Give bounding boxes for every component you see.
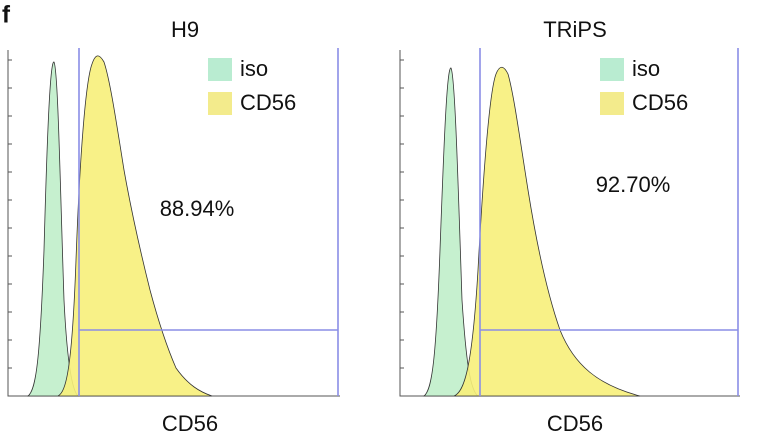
panel-title: H9: [171, 17, 199, 42]
percentage: 92.70%: [596, 172, 671, 197]
percentage: 88.94%: [160, 196, 235, 221]
axis-frame: [7, 50, 340, 397]
panel: TRiPS iso CD56 92.70% CD56: [399, 17, 740, 436]
gate: [78, 48, 339, 396]
legend-label: CD56: [240, 90, 296, 115]
legend-swatch: [208, 92, 232, 115]
iso-histogram: [26, 61, 79, 397]
x-axis-label: CD56: [547, 411, 603, 436]
panel-title: TRiPS: [543, 17, 607, 42]
panel: H9 iso CD56 88.94% CD56: [7, 17, 340, 436]
gate: [479, 48, 739, 396]
legend-swatch: [208, 58, 232, 81]
legend-label: iso: [240, 56, 268, 81]
cd56-histogram: [57, 55, 213, 397]
cd56-histogram: [453, 66, 641, 397]
legend-label: iso: [632, 56, 660, 81]
legend-swatch: [600, 92, 624, 115]
legend-swatch: [600, 58, 624, 81]
figure-label: f: [2, 1, 11, 28]
x-axis-label: CD56: [162, 411, 218, 436]
legend-label: CD56: [632, 90, 688, 115]
iso-histogram: [422, 67, 480, 397]
